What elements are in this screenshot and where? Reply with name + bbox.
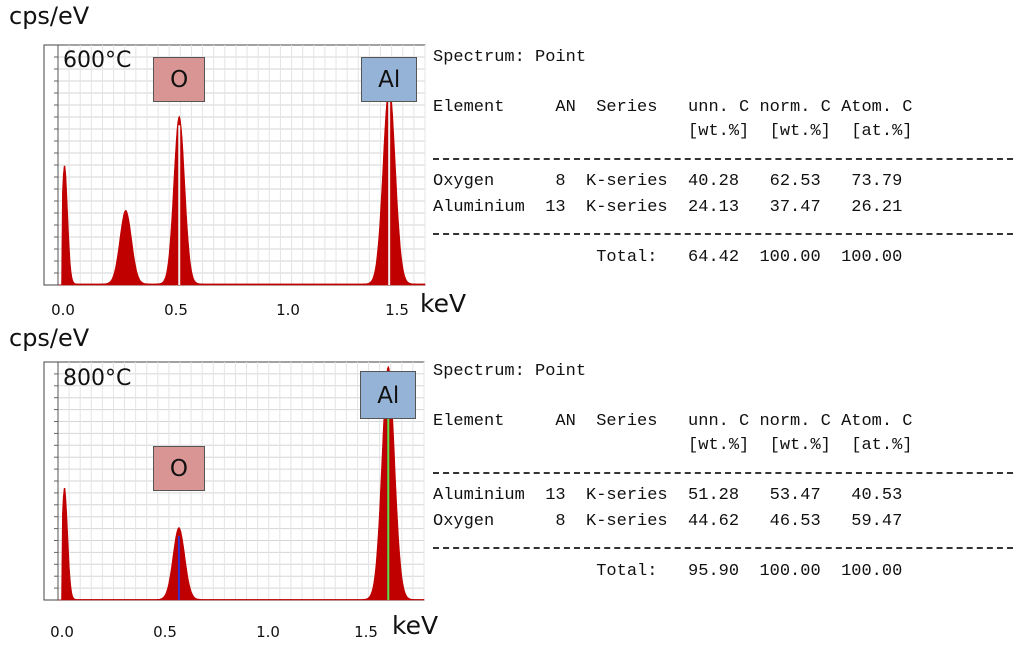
x-tick-label: 0.0 [50,623,74,641]
quantification-table-600: Spectrum: Point Element AN Series unn. C… [433,48,1018,278]
element-label-o: O [152,446,205,491]
divider [433,472,1013,474]
divider [433,233,1013,235]
x-tick-label: 1.5 [354,623,378,641]
spectrum-title: Spectrum: Point [433,362,587,381]
table-row: Aluminium 13 K-series 51.28 53.47 40.53 [433,486,903,505]
table-row: Aluminium 13 K-series 24.13 37.47 26.21 [433,198,903,217]
element-label-al: Al [360,371,417,419]
table-header-units: [wt.%] [wt.%] [at.%] [433,122,913,141]
table-total: Total: 64.42 100.00 100.00 [433,248,903,267]
x-axis-label: keV [420,289,467,318]
table-header-units: [wt.%] [wt.%] [at.%] [433,436,913,455]
x-tick-label: 0.5 [153,623,177,641]
x-tick-label: 1.0 [276,301,300,319]
table-row: Oxygen 8 K-series 40.28 62.53 73.79 [433,172,903,191]
element-label-al: Al [361,57,418,102]
x-tick-label: 1.0 [256,623,280,641]
panel-label: 800°C [63,366,132,391]
spectrum-panel-800: cps/eV 800°C O Al 0.0 0.5 1.0 1.5 keV Sp… [0,322,1024,645]
table-total: Total: 95.90 100.00 100.00 [433,562,903,581]
element-label-o: O [153,57,206,102]
spectrum-panel-600: cps/eV 600°C O Al 0.0 0.5 1.0 1.5 keV Sp… [0,0,1024,322]
spectrum-title: Spectrum: Point [433,48,587,67]
y-axis-label: cps/eV [9,324,90,352]
x-axis-label: keV [392,611,439,640]
table-header: Element AN Series unn. C norm. C Atom. C [433,98,913,117]
x-tick-label: 1.5 [385,301,409,319]
divider [433,158,1013,160]
panel-label: 600°C [63,48,132,73]
divider [433,547,1013,549]
y-axis-label: cps/eV [9,2,90,30]
x-tick-label: 0.5 [164,301,188,319]
table-row: Oxygen 8 K-series 44.62 46.53 59.47 [433,512,903,531]
x-tick-label: 0.0 [51,301,75,319]
table-header: Element AN Series unn. C norm. C Atom. C [433,412,913,431]
quantification-table-800: Spectrum: Point Element AN Series unn. C… [433,362,1018,592]
